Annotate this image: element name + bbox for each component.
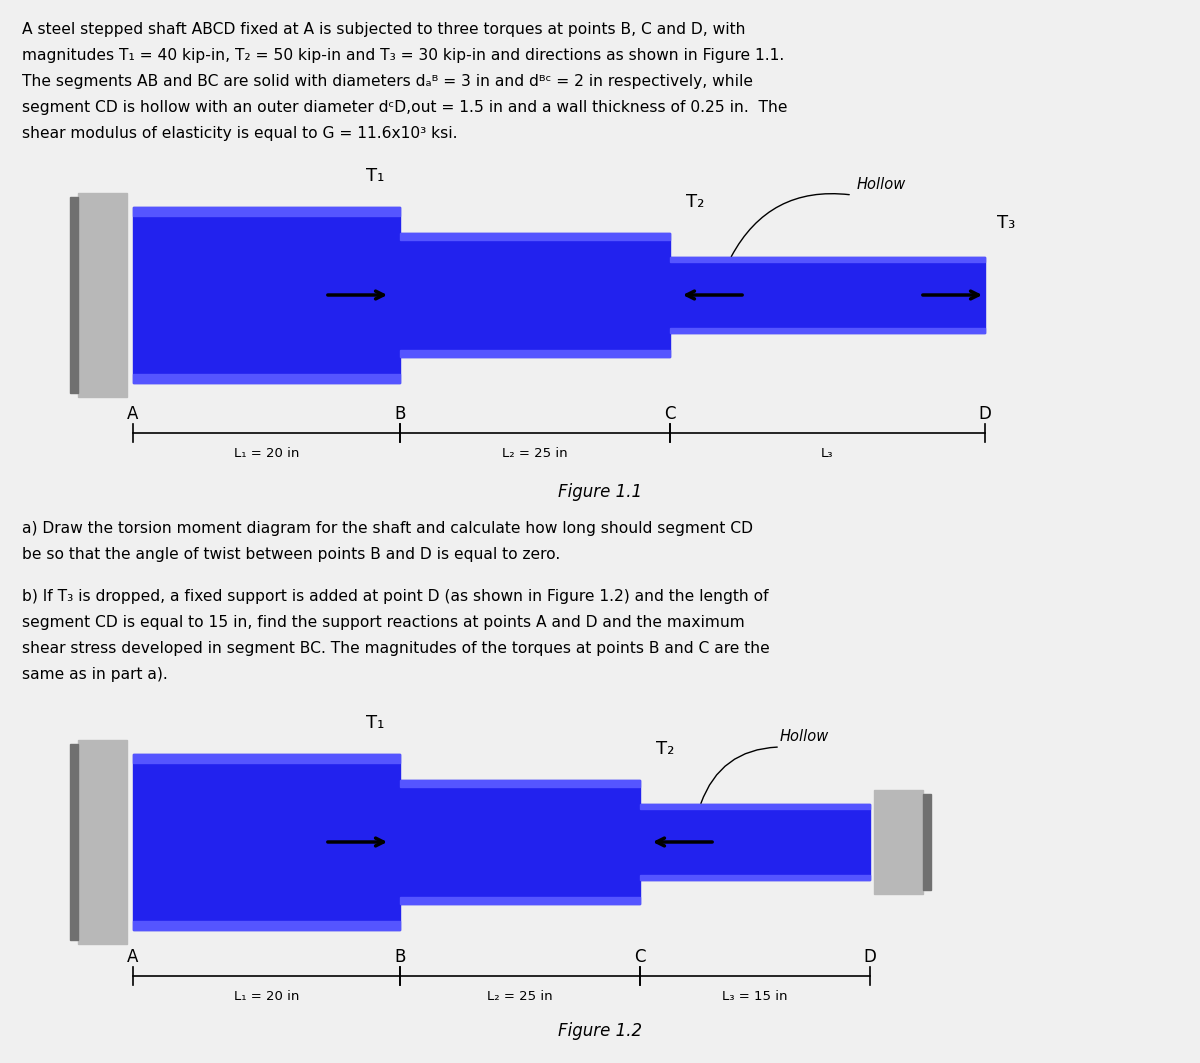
Text: be so that the angle of twist between points B and D is equal to zero.: be so that the angle of twist between po… — [22, 547, 560, 562]
Text: T₁: T₁ — [366, 167, 384, 185]
Bar — [923, 794, 931, 890]
Bar — [640, 804, 870, 809]
Bar — [78, 740, 127, 944]
Text: B: B — [395, 948, 406, 966]
Text: T₂: T₂ — [686, 193, 704, 210]
Bar — [133, 374, 400, 383]
Bar — [400, 233, 670, 240]
Bar — [70, 744, 78, 940]
Text: D: D — [978, 405, 991, 423]
Text: C: C — [665, 405, 676, 423]
Bar — [670, 257, 985, 261]
Text: segment CD is equal to 15 in, find the support reactions at points A and D and t: segment CD is equal to 15 in, find the s… — [22, 615, 745, 630]
Text: L₃ = 15 in: L₃ = 15 in — [722, 990, 787, 1003]
Text: b) If T₃ is dropped, a fixed support is added at point D (as shown in Figure 1.2: b) If T₃ is dropped, a fixed support is … — [22, 589, 769, 604]
Text: shear stress developed in segment BC. The magnitudes of the torques at points B : shear stress developed in segment BC. Th… — [22, 641, 769, 656]
Bar — [640, 804, 870, 880]
Text: magnitudes T₁ = 40 kip-in, T₂ = 50 kip-in and T₃ = 30 kip-in and directions as s: magnitudes T₁ = 40 kip-in, T₂ = 50 kip-i… — [22, 48, 785, 63]
Text: T₃: T₃ — [997, 214, 1015, 232]
Text: segment CD is hollow with an outer diameter dᶜD,out = 1.5 in and a wall thicknes: segment CD is hollow with an outer diame… — [22, 100, 787, 115]
Bar — [400, 350, 670, 357]
Bar — [133, 207, 400, 216]
Text: L₃: L₃ — [821, 448, 834, 460]
Bar — [133, 754, 400, 763]
Text: Figure 1.2: Figure 1.2 — [558, 1022, 642, 1040]
Text: T₁: T₁ — [366, 714, 384, 732]
Text: The segments AB and BC are solid with diameters dₐᴮ = 3 in and dᴮᶜ = 2 in respec: The segments AB and BC are solid with di… — [22, 74, 754, 89]
Bar — [640, 875, 870, 880]
Text: Hollow: Hollow — [857, 178, 906, 192]
Text: T₂: T₂ — [656, 740, 674, 758]
Text: L₂ = 25 in: L₂ = 25 in — [487, 990, 553, 1003]
Text: same as in part a).: same as in part a). — [22, 667, 168, 682]
Text: Hollow: Hollow — [780, 729, 829, 744]
Text: A: A — [127, 948, 139, 966]
Text: A: A — [127, 405, 139, 423]
Bar — [670, 257, 985, 333]
Text: L₁ = 20 in: L₁ = 20 in — [234, 448, 299, 460]
Bar — [670, 328, 985, 333]
Bar — [133, 754, 400, 930]
Bar — [133, 921, 400, 930]
Bar — [400, 897, 640, 904]
Bar — [400, 233, 670, 357]
Bar — [70, 197, 78, 393]
Text: C: C — [635, 948, 646, 966]
Bar — [78, 193, 127, 396]
Text: B: B — [395, 405, 406, 423]
Text: L₂ = 25 in: L₂ = 25 in — [502, 448, 568, 460]
Text: D: D — [864, 948, 876, 966]
Text: Figure 1.1: Figure 1.1 — [558, 483, 642, 501]
Bar — [133, 207, 400, 383]
Text: L₁ = 20 in: L₁ = 20 in — [234, 990, 299, 1003]
Bar — [874, 790, 923, 894]
Text: a) Draw the torsion moment diagram for the shaft and calculate how long should s: a) Draw the torsion moment diagram for t… — [22, 521, 754, 536]
Text: shear modulus of elasticity is equal to G = 11.6x10³ ksi.: shear modulus of elasticity is equal to … — [22, 126, 457, 141]
Text: A steel stepped shaft ABCD fixed at A is subjected to three torques at points B,: A steel stepped shaft ABCD fixed at A is… — [22, 22, 745, 37]
Bar — [400, 780, 640, 904]
Bar — [400, 780, 640, 787]
